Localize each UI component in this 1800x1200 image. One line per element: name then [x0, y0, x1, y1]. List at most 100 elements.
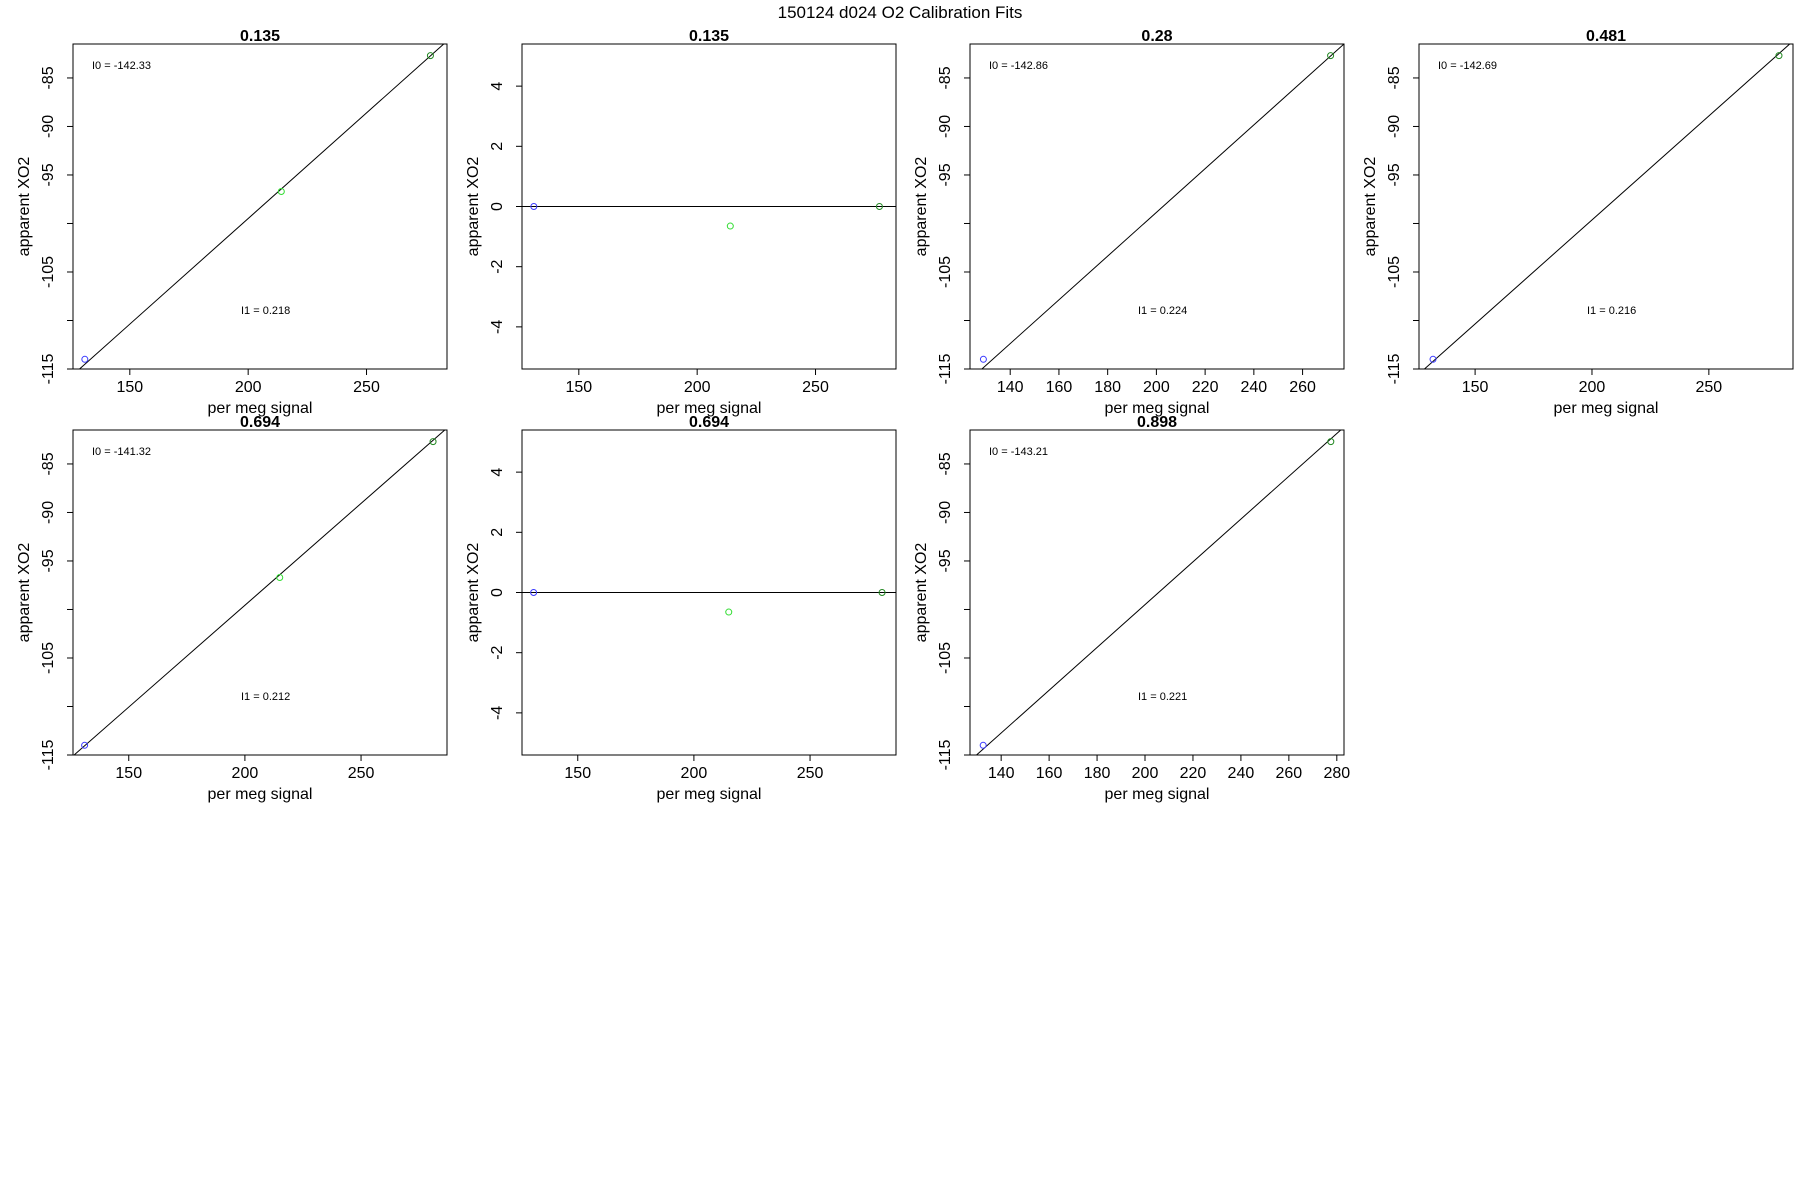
y-tick-label: -95	[937, 549, 954, 572]
x-tick-label: 240	[1240, 379, 1267, 396]
panel-title: 0.135	[689, 28, 729, 45]
plot-frame	[72, 43, 448, 370]
x-tick-label: 250	[1695, 379, 1722, 396]
y-tick-label: -85	[40, 452, 57, 475]
slope-annotation: I1 = 0.218	[241, 305, 290, 317]
panels-container: 0.135 150 200 250 per meg signal -115 -105 -95 -…	[16, 28, 1794, 803]
page-title: 150124 d024 O2 Calibration Fits	[778, 3, 1023, 22]
y-tick-label: -85	[1386, 66, 1403, 89]
y-tick-label: -90	[1386, 115, 1403, 138]
intercept-annotation: I0 = -141.32	[92, 446, 151, 458]
y-tick-label: -105	[937, 256, 954, 288]
slope-annotation: I1 = 0.221	[1138, 691, 1187, 703]
data-point-blue	[81, 355, 89, 363]
y-tick-label: -4	[489, 320, 506, 334]
fit-line	[975, 430, 1342, 755]
panel-1: 0.135 150 200 250 per meg signal -115 -105 -95 -…	[16, 28, 448, 417]
y-tick-label: -115	[1386, 353, 1403, 384]
x-tick-label: 260	[1276, 765, 1303, 782]
y-tick-label: 4	[489, 82, 506, 91]
data-point-dark-green	[426, 52, 434, 60]
y-tick-label: 2	[489, 528, 506, 537]
panel-title: 0.135	[240, 28, 280, 45]
y-axis-label: apparent XO2	[913, 543, 930, 643]
data-point-blue	[979, 355, 987, 363]
y-tick-label: -95	[40, 163, 57, 186]
data-point-blue	[1429, 355, 1437, 363]
x-tick-label: 240	[1228, 765, 1255, 782]
panel-title: 0.694	[240, 414, 280, 431]
x-tick-label: 150	[1462, 379, 1489, 396]
y-tick-label: -95	[937, 163, 954, 186]
x-tick-label: 200	[681, 765, 708, 782]
x-tick-label: 180	[1094, 379, 1121, 396]
y-axis-label: apparent XO2	[465, 543, 482, 643]
panel-2: 0.135 150 200 250 per meg signal -4 -2 0 2 4 appar…	[465, 28, 897, 417]
y-tick-label: 0	[489, 202, 506, 211]
intercept-annotation: I0 = -143.21	[989, 446, 1048, 458]
plot-frame	[969, 43, 1345, 370]
x-axis-label: per meg signal	[657, 786, 762, 803]
y-tick-label: -115	[40, 739, 57, 770]
x-tick-label: 140	[988, 765, 1015, 782]
data-point-dark-green	[429, 438, 437, 446]
slope-annotation: I1 = 0.224	[1138, 305, 1187, 317]
data-point-dark-green	[1327, 438, 1335, 446]
x-tick-label: 140	[997, 379, 1024, 396]
y-tick-label: -105	[40, 256, 57, 288]
x-tick-label: 160	[1036, 765, 1063, 782]
y-tick-label: -105	[937, 642, 954, 674]
y-tick-label: -2	[489, 645, 506, 659]
x-tick-label: 150	[564, 765, 591, 782]
y-tick-label: -85	[40, 66, 57, 89]
intercept-annotation: I0 = -142.33	[92, 60, 151, 72]
fit-line	[1423, 44, 1791, 369]
x-tick-label: 250	[353, 379, 380, 396]
x-axis-label: per meg signal	[1554, 400, 1659, 417]
y-axis-label: apparent XO2	[913, 157, 930, 257]
y-axis-label: apparent XO2	[16, 157, 33, 257]
x-tick-label: 260	[1289, 379, 1316, 396]
slope-annotation: I1 = 0.216	[1587, 305, 1636, 317]
x-tick-label: 250	[348, 765, 375, 782]
data-point-green	[277, 187, 285, 195]
fit-line	[73, 430, 446, 755]
x-tick-label: 250	[802, 379, 829, 396]
panel-title: 0.28	[1141, 28, 1172, 45]
x-axis-label: per meg signal	[1105, 786, 1210, 803]
x-tick-label: 250	[797, 765, 824, 782]
y-tick-label: -90	[40, 501, 57, 524]
y-tick-label: -115	[40, 353, 57, 384]
y-axis-label: apparent XO2	[1362, 157, 1379, 257]
y-tick-label: 4	[489, 468, 506, 477]
panel-7: 0.898 140 160 180 200 220 240 260 280 per meg sig…	[913, 414, 1350, 803]
y-tick-label: -85	[937, 66, 954, 89]
x-tick-label: 200	[684, 379, 711, 396]
y-tick-label: -2	[489, 259, 506, 273]
x-tick-label: 150	[565, 379, 592, 396]
slope-annotation: I1 = 0.212	[241, 691, 290, 703]
panel-3: 0.28 140 160 180 200 220 240 260 per meg signal -…	[913, 28, 1345, 417]
panel-5: 0.694 150 200 250 per meg signal -115 -105 -95 -…	[16, 414, 448, 803]
x-tick-label: 200	[235, 379, 262, 396]
fit-line	[78, 44, 445, 369]
y-axis-label: apparent XO2	[16, 543, 33, 643]
panel-title: 0.481	[1586, 28, 1626, 45]
y-tick-label: -105	[1386, 256, 1403, 288]
y-tick-label: -4	[489, 706, 506, 720]
data-point-green	[276, 573, 284, 581]
panel-6: 0.694 150 200 250 per meg signal -4 -2 0 2 4 appar…	[465, 414, 897, 803]
intercept-annotation: I0 = -142.86	[989, 60, 1048, 72]
data-point-dark-green	[1327, 52, 1335, 60]
data-point-green	[726, 222, 734, 230]
x-axis-label: per meg signal	[208, 786, 313, 803]
x-tick-label: 150	[116, 379, 143, 396]
panel-4: 0.481 150 200 250 per meg signal -115 -105 -95 -…	[1362, 28, 1794, 417]
x-tick-label: 200	[1143, 379, 1170, 396]
x-tick-label: 280	[1323, 765, 1350, 782]
y-tick-label: -85	[937, 452, 954, 475]
data-point-dark-green	[1775, 52, 1783, 60]
y-tick-label: 2	[489, 142, 506, 151]
data-point-dark-green	[875, 203, 883, 210]
data-point-green	[725, 608, 733, 616]
